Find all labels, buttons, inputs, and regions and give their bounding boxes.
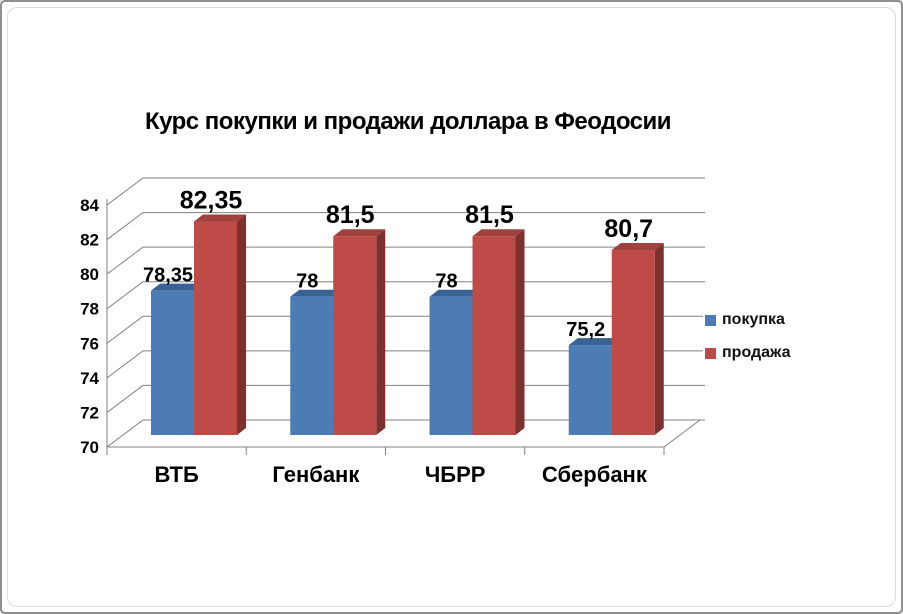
bar-top-s1-c1 [333,229,386,237]
value-label-s0-c0: 78,35 [143,265,193,287]
bar-top-s0-c0 [151,283,203,291]
bar-top-s0-c3 [568,338,621,346]
chart-title: Курс покупки и продажи доллара в Феодоси… [144,108,672,135]
bar-side-s1-c3 [654,243,664,435]
value-label-s0-c2: 78 [435,271,457,293]
legend-swatch-sell-icon [705,347,716,359]
value-label-s1-c3: 80,7 [604,215,653,243]
floor-right-edge [663,419,701,448]
legend-item-buy: покупка [705,312,791,328]
bar-s1-c0 [194,221,237,435]
bar-top-s1-c3 [611,243,664,251]
y-tick-label: 76 [80,334,99,353]
value-label-s1-c1: 81,5 [326,201,375,229]
bar-side-s1-c0 [237,214,246,435]
category-label-3: Сбербанк [542,462,648,487]
value-label-s0-c3: 75,2 [566,319,605,341]
bar-top-s1-c0 [194,214,246,222]
category-label-0: ВТБ [154,462,198,487]
y-tick-label: 84 [80,196,99,215]
bar-s1-c3 [611,250,655,435]
bar-s0-c3 [568,345,612,435]
gridline [106,212,705,240]
value-label-s1-c2: 81,5 [465,201,514,229]
bar-top-s0-c2 [429,289,482,297]
y-tick-label: 80 [80,265,99,284]
category-label-2: ЧБРР [425,462,486,487]
bar-s0-c1 [290,296,334,435]
bar-top-s0-c1 [290,289,343,297]
legend-item-sell: продажа [705,345,791,361]
gridline [106,177,705,206]
y-tick-label: 82 [80,231,99,250]
bar-s0-c2 [429,296,473,435]
y-tick-label: 70 [80,438,99,457]
bar-top-s1-c2 [472,229,525,237]
y-tick-label: 74 [80,369,99,388]
legend-label-sell: продажа [722,344,791,361]
bar-s1-c2 [472,236,516,435]
bar-s1-c1 [333,236,377,435]
category-label-1: Генбанк [272,462,360,487]
y-tick-label: 78 [80,300,99,319]
bar-side-s1-c1 [376,229,386,435]
legend-label-buy: покупка [722,311,785,328]
value-label-s1-c0: 82,35 [180,187,243,215]
y-tick-label: 72 [80,403,99,422]
bar-s0-c0 [151,290,194,435]
bar-side-s1-c2 [515,229,525,435]
value-label-s0-c1: 78 [296,271,318,293]
legend-swatch-buy-icon [705,314,716,326]
chart-legend: покупка продажа [703,310,795,380]
